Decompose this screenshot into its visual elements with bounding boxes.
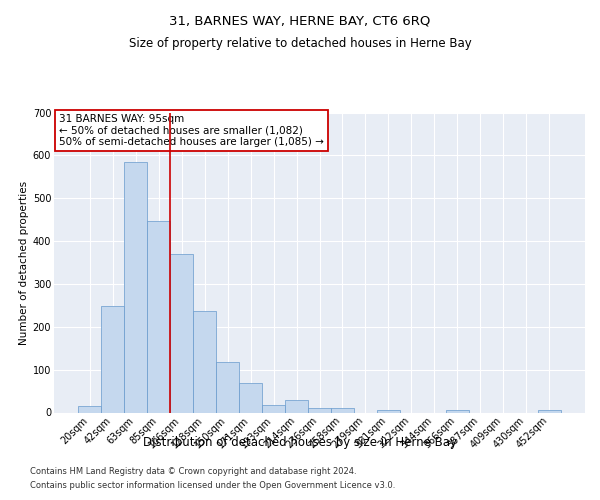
Bar [446, 410, 469, 412]
Text: 31 BARNES WAY: 95sqm
← 50% of detached houses are smaller (1,082)
50% of semi-de: 31 BARNES WAY: 95sqm ← 50% of detached h… [59, 114, 324, 147]
Text: Distribution of detached houses by size in Herne Bay: Distribution of detached houses by size … [143, 436, 457, 449]
Y-axis label: Number of detached properties: Number of detached properties [19, 180, 29, 344]
Bar [285, 400, 308, 412]
Bar [308, 408, 331, 412]
Bar [147, 220, 170, 412]
Text: Contains HM Land Registry data © Crown copyright and database right 2024.: Contains HM Land Registry data © Crown c… [30, 467, 356, 476]
Text: 31, BARNES WAY, HERNE BAY, CT6 6RQ: 31, BARNES WAY, HERNE BAY, CT6 6RQ [169, 15, 431, 28]
Bar [377, 410, 400, 412]
Bar [101, 306, 124, 412]
Bar [538, 410, 561, 412]
Text: Contains public sector information licensed under the Open Government Licence v3: Contains public sector information licen… [30, 481, 395, 490]
Bar [262, 405, 285, 412]
Bar [78, 406, 101, 412]
Bar [239, 384, 262, 412]
Text: Size of property relative to detached houses in Herne Bay: Size of property relative to detached ho… [128, 38, 472, 51]
Bar [124, 162, 147, 412]
Bar [216, 362, 239, 412]
Bar [170, 254, 193, 412]
Bar [193, 311, 216, 412]
Bar [331, 408, 354, 412]
